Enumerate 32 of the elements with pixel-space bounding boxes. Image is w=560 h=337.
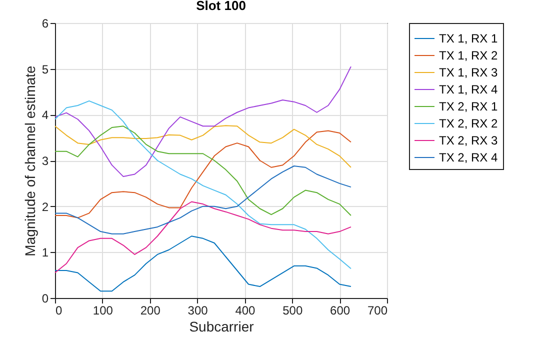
legend-label: TX 2, RX 1 [439,100,498,114]
y-tick-label: 0 [42,292,49,306]
x-tick-label: 600 [330,304,350,318]
legend-label: TX 2, RX 3 [439,134,498,148]
x-tick-label: 200 [140,304,161,318]
line-series [54,201,352,274]
y-tick-label: 6 [42,16,49,30]
line-series [54,236,352,292]
chart-title: Slot 100 [196,0,246,13]
x-tick-label: 400 [235,304,256,318]
x-axis-title: Subcarrier [189,318,254,334]
y-axis-title: Magnitude of channel estimate [22,65,38,256]
line-series [54,100,352,270]
x-tick-label: 0 [56,304,62,318]
line-series [54,166,352,234]
legend-label: TX 1, RX 4 [439,82,498,96]
x-tick-label: 700 [367,304,388,318]
x-tick-label: 100 [92,304,114,318]
y-tick-label: 1 [42,246,49,260]
y-tick-label: 4 [42,108,49,122]
legend-label: TX 2, RX 4 [439,150,498,164]
y-tick-label: 2 [42,200,49,214]
legend-label: TX 1, RX 3 [439,66,498,80]
y-tick-label: 5 [42,62,49,76]
legend-label: TX 1, RX 1 [439,32,498,46]
legend-label: TX 2, RX 2 [439,116,498,130]
x-tick-label: 300 [188,304,208,318]
legend-label: TX 1, RX 2 [439,48,498,62]
x-tick-label: 500 [282,304,303,318]
y-tick-label: 3 [42,154,49,168]
line-series [54,125,352,168]
line-series [54,66,352,178]
